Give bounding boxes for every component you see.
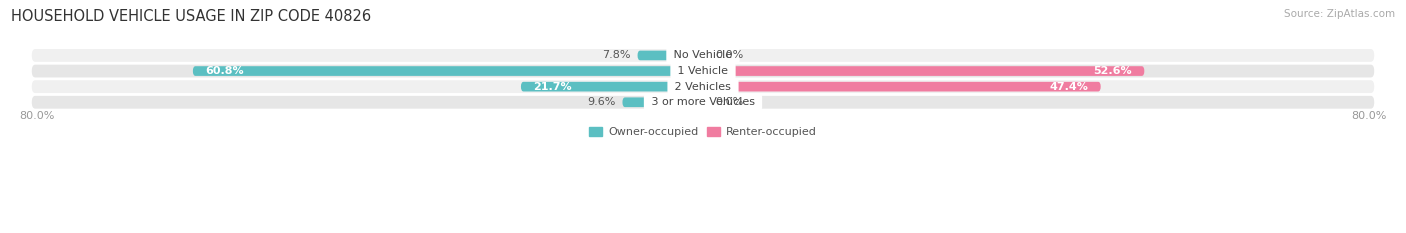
FancyBboxPatch shape (32, 65, 1374, 77)
Text: 80.0%: 80.0% (20, 111, 55, 121)
Text: 7.8%: 7.8% (602, 50, 631, 60)
FancyBboxPatch shape (703, 82, 1101, 92)
Text: 9.6%: 9.6% (588, 97, 616, 107)
Text: 47.4%: 47.4% (1049, 82, 1088, 92)
Text: 60.8%: 60.8% (205, 66, 245, 76)
Text: 2 Vehicles: 2 Vehicles (671, 82, 735, 92)
Text: 52.6%: 52.6% (1092, 66, 1132, 76)
Legend: Owner-occupied, Renter-occupied: Owner-occupied, Renter-occupied (585, 122, 821, 142)
Text: 3 or more Vehicles: 3 or more Vehicles (648, 97, 758, 107)
FancyBboxPatch shape (193, 66, 703, 76)
Text: No Vehicle: No Vehicle (671, 50, 735, 60)
Text: HOUSEHOLD VEHICLE USAGE IN ZIP CODE 40826: HOUSEHOLD VEHICLE USAGE IN ZIP CODE 4082… (11, 9, 371, 24)
FancyBboxPatch shape (522, 82, 703, 92)
FancyBboxPatch shape (32, 80, 1374, 93)
Text: 80.0%: 80.0% (1351, 111, 1386, 121)
Text: 1 Vehicle: 1 Vehicle (675, 66, 731, 76)
Text: 0.0%: 0.0% (716, 97, 744, 107)
FancyBboxPatch shape (637, 51, 703, 60)
Text: 21.7%: 21.7% (533, 82, 572, 92)
FancyBboxPatch shape (32, 49, 1374, 62)
FancyBboxPatch shape (32, 96, 1374, 109)
FancyBboxPatch shape (623, 97, 703, 107)
FancyBboxPatch shape (703, 66, 1144, 76)
Text: Source: ZipAtlas.com: Source: ZipAtlas.com (1284, 9, 1395, 19)
Text: 0.0%: 0.0% (716, 50, 744, 60)
